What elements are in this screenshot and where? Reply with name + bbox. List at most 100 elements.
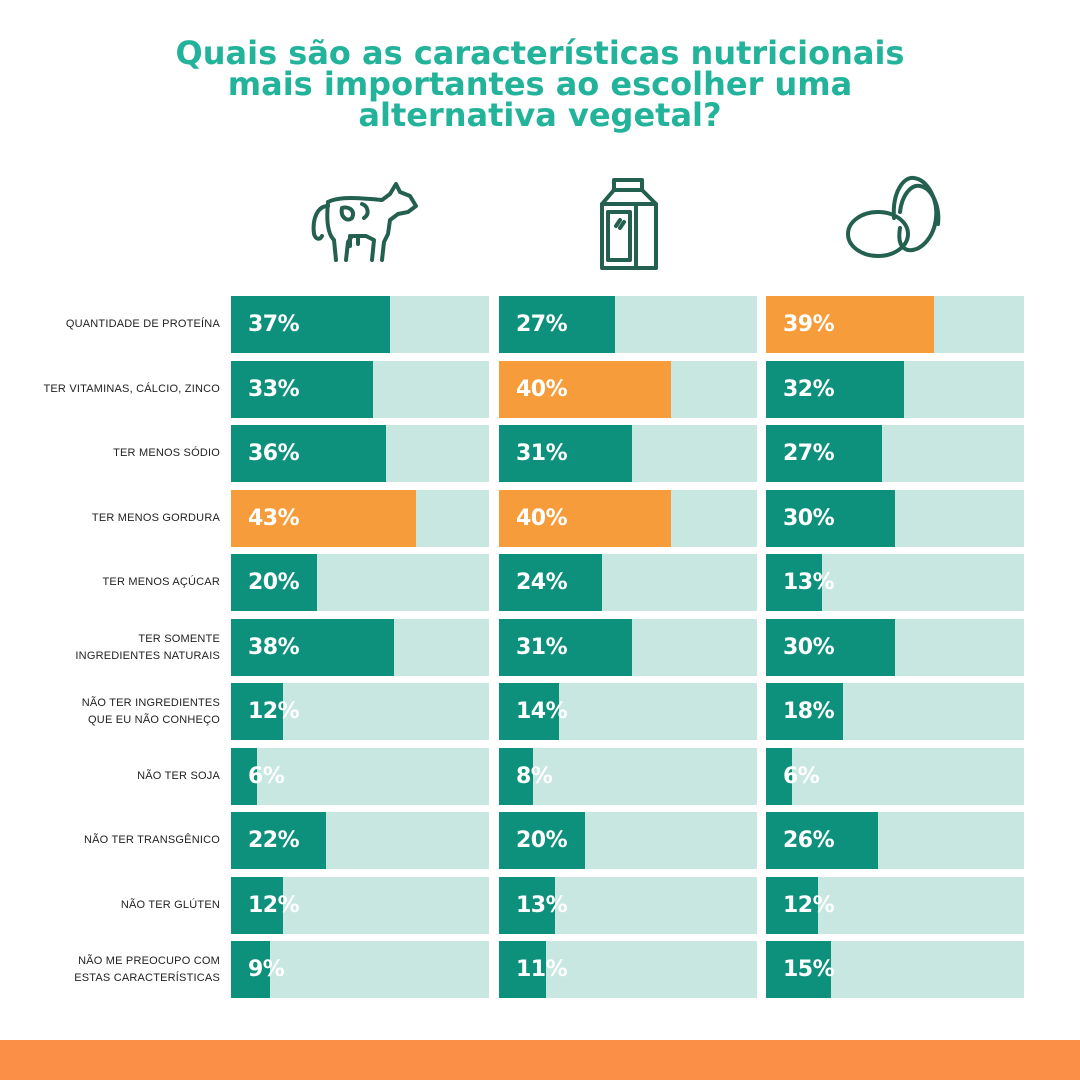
bar bbox=[766, 877, 818, 934]
bar bbox=[231, 877, 283, 934]
bar-value-label: 40% bbox=[516, 506, 568, 531]
bar-value-label: 27% bbox=[516, 312, 568, 337]
chart-title-line-3: alternativa vegetal? bbox=[358, 96, 722, 134]
milk-carton-icon bbox=[600, 178, 658, 270]
bar-value-label: 31% bbox=[516, 441, 568, 466]
bar-track: 39% bbox=[766, 296, 1024, 353]
bar-value-label: 32% bbox=[783, 377, 835, 402]
category-label: Não ter ingredientes que eu não conheço bbox=[20, 683, 220, 740]
bar-track: 12% bbox=[231, 877, 489, 934]
bar bbox=[766, 748, 792, 805]
bar bbox=[766, 554, 822, 611]
bar-value-label: 14% bbox=[516, 699, 568, 724]
bar-value-label: 8% bbox=[516, 764, 553, 789]
bar bbox=[499, 683, 559, 740]
category-label-line: Não ter transgênico bbox=[83, 834, 220, 846]
bar bbox=[766, 425, 882, 482]
bar-value-label: 39% bbox=[783, 312, 835, 337]
bar-value-label: 38% bbox=[248, 635, 300, 660]
category-label: Quantidade de proteína bbox=[20, 296, 220, 353]
bar-track: 33% bbox=[231, 361, 489, 418]
category-label: Não me preocupo com estas características bbox=[20, 941, 220, 998]
bar-track: 38% bbox=[231, 619, 489, 676]
bar-value-label: 26% bbox=[783, 828, 835, 853]
bar-value-label: 24% bbox=[516, 570, 568, 595]
bar-track: 11% bbox=[499, 941, 757, 998]
bar-track: 37% bbox=[231, 296, 489, 353]
bar-value-label: 22% bbox=[248, 828, 300, 853]
category-label-line: Quantidade de proteína bbox=[65, 318, 220, 330]
bar-value-label: 20% bbox=[516, 828, 568, 853]
category-label-line: ingredientes naturais bbox=[75, 649, 220, 662]
bar-track: 31% bbox=[499, 619, 757, 676]
category-label: Ter menos açúcar bbox=[20, 554, 220, 611]
category-label: Ter menos gordura bbox=[20, 490, 220, 547]
bar-value-label: 6% bbox=[248, 764, 285, 789]
bar-track: 36% bbox=[231, 425, 489, 482]
bar-track: 12% bbox=[231, 683, 489, 740]
bar-track: 6% bbox=[766, 748, 1024, 805]
category-label: Não ter soja bbox=[20, 748, 220, 805]
bar bbox=[766, 812, 878, 869]
bar-track: 18% bbox=[766, 683, 1024, 740]
bar-value-label: 12% bbox=[248, 893, 300, 918]
bar-value-label: 30% bbox=[783, 635, 835, 660]
bar-value-label: 43% bbox=[248, 506, 300, 531]
chart-title-line-2: mais importantes ao escolher uma bbox=[227, 65, 853, 103]
bar-value-label: 31% bbox=[516, 635, 568, 660]
bar bbox=[231, 619, 394, 676]
bar bbox=[499, 748, 533, 805]
category-label-line: Ter somente bbox=[138, 632, 220, 645]
bar-track: 20% bbox=[499, 812, 757, 869]
bar bbox=[766, 361, 904, 418]
bar-track: 8% bbox=[499, 748, 757, 805]
bar bbox=[766, 683, 843, 740]
bar-track: 6% bbox=[231, 748, 489, 805]
chart-title: Quais são as características nutricionai… bbox=[140, 37, 940, 134]
bar-track: 22% bbox=[231, 812, 489, 869]
bar bbox=[499, 941, 546, 998]
bar-track: 12% bbox=[766, 877, 1024, 934]
bar-track: 40% bbox=[499, 490, 757, 547]
category-label-line: Não ter soja bbox=[137, 770, 220, 782]
category-label-line: que eu não conheço bbox=[88, 713, 220, 726]
bar-value-label: 18% bbox=[783, 699, 835, 724]
bar-track: 26% bbox=[766, 812, 1024, 869]
bar bbox=[231, 425, 386, 482]
bar-track: 31% bbox=[499, 425, 757, 482]
bar bbox=[231, 361, 373, 418]
category-label-line: Não me preocupo com bbox=[78, 954, 220, 967]
bar bbox=[766, 490, 895, 547]
bar-track: 43% bbox=[231, 490, 489, 547]
bar-track: 24% bbox=[499, 554, 757, 611]
category-label: Não ter glúten bbox=[20, 877, 220, 934]
bar bbox=[231, 683, 283, 740]
bar bbox=[499, 490, 671, 547]
bar bbox=[231, 490, 416, 547]
category-label: Não ter transgênico bbox=[20, 812, 220, 869]
bar-track: 9% bbox=[231, 941, 489, 998]
bar bbox=[231, 554, 317, 611]
bar-track: 40% bbox=[499, 361, 757, 418]
category-label: Ter somente ingredientes naturais bbox=[20, 619, 220, 676]
bar-value-label: 30% bbox=[783, 506, 835, 531]
category-label-line: Não ter ingredientes bbox=[81, 696, 220, 709]
bar-track: 27% bbox=[499, 296, 757, 353]
bar bbox=[499, 296, 615, 353]
bar bbox=[766, 296, 934, 353]
bar bbox=[231, 748, 257, 805]
category-label-line: Não ter glúten bbox=[120, 899, 220, 911]
bar bbox=[499, 812, 585, 869]
bar-value-label: 20% bbox=[248, 570, 300, 595]
bar-value-label: 12% bbox=[783, 893, 835, 918]
cow-icon bbox=[311, 182, 418, 262]
bar-track: 15% bbox=[766, 941, 1024, 998]
bar-value-label: 12% bbox=[248, 699, 300, 724]
category-label: Ter menos sódio bbox=[20, 425, 220, 482]
bar-value-label: 36% bbox=[248, 441, 300, 466]
bar-track: 13% bbox=[766, 554, 1024, 611]
bar-value-label: 27% bbox=[783, 441, 835, 466]
bar-track: 13% bbox=[499, 877, 757, 934]
bar-track: 27% bbox=[766, 425, 1024, 482]
category-label: Ter vitaminas, cálcio, zinco bbox=[20, 361, 220, 418]
